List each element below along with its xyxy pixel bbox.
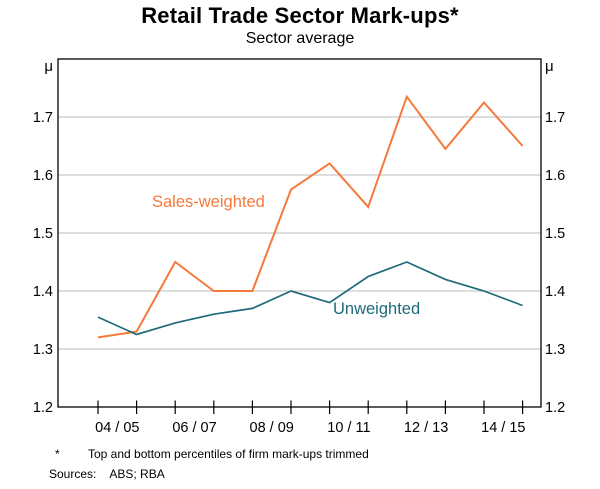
y-axis-tick-label-right: 1.4 [545, 284, 565, 300]
y-axis-tick-label-right: 1.5 [545, 226, 565, 242]
unweighted-series-label: Unweighted [333, 300, 421, 318]
y-axis-tick-label-left: 1.3 [33, 342, 53, 358]
y-axis-tick-label-left: 1.6 [33, 168, 53, 184]
chart-title: Retail Trade Sector Mark-ups* [141, 3, 459, 28]
footnote-text: Top and bottom percentiles of firm mark-… [88, 447, 369, 461]
y-axis-tick-label-right: 1.3 [545, 342, 565, 358]
x-axis-tick-label: 14 / 15 [481, 420, 525, 436]
sources-value: ABS; RBA [109, 467, 165, 481]
chart-subtitle: Sector average [245, 30, 355, 47]
y-axis-unit-left: μ [44, 58, 53, 75]
sources-line: Sources: ABS; RBA [49, 467, 165, 481]
y-axis-tick-label-right: 1.7 [545, 110, 565, 126]
y-axis-tick-label-right: 1.6 [545, 168, 565, 184]
plot-box [57, 58, 542, 408]
sales-weighted-series-label: Sales-weighted [152, 193, 265, 211]
y-axis-tick-label-left: 1.2 [33, 400, 53, 416]
x-axis-tick-label: 10 / 11 [327, 420, 370, 436]
y-axis-unit-right: μ [545, 58, 554, 75]
x-axis-tick-label: 08 / 09 [250, 420, 294, 436]
footnote-asterisk: * [55, 447, 60, 461]
x-axis-tick-label: 12 / 13 [404, 420, 448, 436]
x-axis-tick-label: 06 / 07 [172, 420, 216, 436]
y-axis-tick-label-left: 1.7 [33, 110, 53, 126]
x-axis-tick-label: 04 / 05 [95, 420, 139, 436]
y-axis-tick-label-left: 1.4 [33, 284, 53, 300]
sources-label: Sources: [49, 467, 97, 481]
y-axis-tick-label-left: 1.5 [33, 226, 53, 242]
series-line-sales-weighted [97, 94, 524, 339]
y-axis-tick-label-right: 1.2 [545, 400, 565, 416]
series-line-unweighted [97, 261, 523, 336]
